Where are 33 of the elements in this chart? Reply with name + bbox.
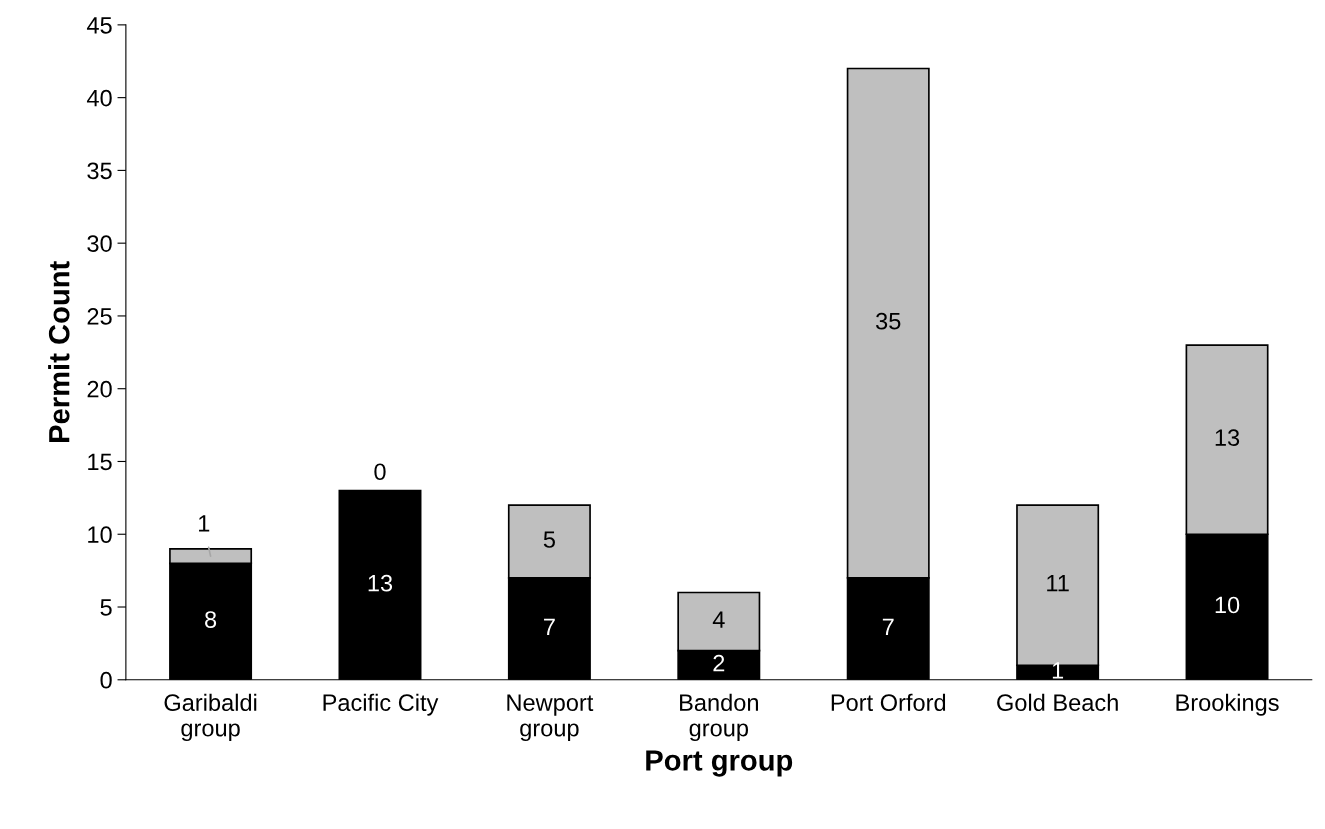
data-label: 8 xyxy=(205,611,217,628)
y-tick-label: 40 xyxy=(86,89,112,107)
y-tick-label: 10 xyxy=(88,526,112,544)
data-label: 1 xyxy=(199,515,210,532)
y-tick-label: 25 xyxy=(87,308,112,325)
x-tick-label: Pacific City xyxy=(323,693,439,716)
x-tick-label: Brookings xyxy=(1176,693,1279,716)
data-label: 5 xyxy=(543,531,555,548)
x-tick-label: Port Orford xyxy=(831,693,946,712)
y-tick-label: 35 xyxy=(87,162,112,180)
data-label: 7 xyxy=(882,618,894,635)
x-tick-label: Bandon group xyxy=(680,693,758,742)
y-tick-label: 5 xyxy=(100,599,112,616)
y-tick-label: 30 xyxy=(87,235,112,252)
data-label: 10 xyxy=(1215,596,1240,614)
data-label: 4 xyxy=(712,611,725,628)
x-tick-label: Garibaldi group xyxy=(164,693,257,742)
y-tick-label: 45 xyxy=(86,17,112,34)
data-label: 35 xyxy=(875,312,901,330)
data-label: 11 xyxy=(1047,575,1069,592)
x-tick-label: Gold Beach xyxy=(997,693,1118,712)
data-label: 0 xyxy=(374,463,386,481)
x-axis-title: Port group xyxy=(646,750,793,777)
data-label: 13 xyxy=(368,574,393,592)
x-tick-label: Newport group xyxy=(507,694,594,742)
y-tick-label: 0 xyxy=(100,671,112,689)
y-tick-label: 15 xyxy=(88,453,112,471)
data-label: 1 xyxy=(1052,662,1064,679)
y-axis-title: Permit Count xyxy=(48,261,70,442)
data-label: 2 xyxy=(713,654,725,672)
data-label: 7 xyxy=(544,618,555,635)
y-tick-label: 20 xyxy=(87,380,112,398)
data-label: 13 xyxy=(1215,429,1240,446)
